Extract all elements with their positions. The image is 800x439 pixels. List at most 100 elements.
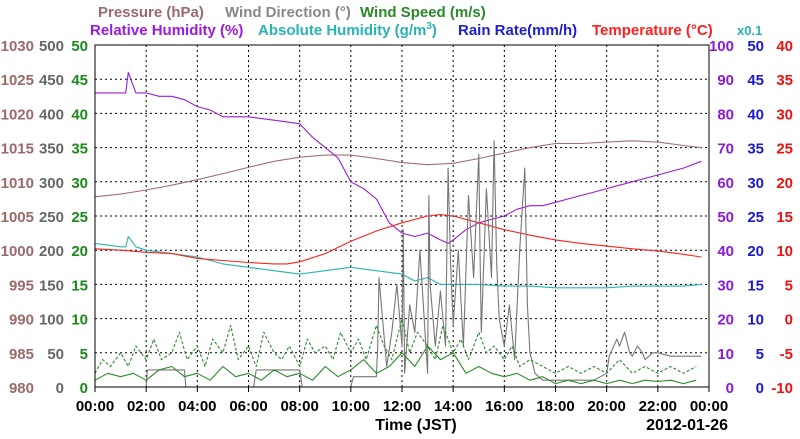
- legend-pressure: Pressure (hPa): [98, 4, 204, 21]
- tick-label-pressure: 1030: [1, 38, 34, 55]
- tick-label-temp: 0: [785, 312, 793, 329]
- tick-label-humidity: 40: [717, 243, 734, 260]
- tick-label-wind-speed: 35: [71, 141, 88, 158]
- x-tick-label: 06:00: [229, 398, 267, 415]
- tick-label-wind-dir: 150: [39, 277, 64, 294]
- x-tick-label: 00:00: [76, 398, 114, 415]
- legend-rain-rate: Rain Rate(mm/h): [458, 22, 577, 39]
- tick-label-humidity: 90: [717, 72, 734, 89]
- tick-label-rain: 10: [747, 312, 764, 329]
- tick-label-humidity: 20: [717, 312, 734, 329]
- series-line-pressure-hpa: [94, 140, 702, 198]
- tick-label-humidity: 100: [709, 38, 734, 55]
- left-axes: 9809859909951000100510101015102010251030…: [1, 38, 88, 397]
- tick-label-wind-dir: 300: [39, 175, 64, 192]
- tick-label-temp: 10: [776, 243, 793, 260]
- tick-label-humidity: 0: [726, 380, 734, 397]
- tick-label-temp: 20: [776, 175, 793, 192]
- legend-temperature: Temperature (°C): [592, 22, 713, 39]
- tick-label-wind-dir: 50: [47, 346, 64, 363]
- x-tick-label: 14:00: [434, 398, 472, 415]
- series-line-relative-humidity: [95, 71, 702, 244]
- tick-label-wind-dir: 100: [39, 312, 64, 329]
- tick-label-pressure: 985: [9, 346, 34, 363]
- series-line-absolute-humidity-g-m3-x0-1: [94, 235, 702, 289]
- tick-label-temp: 40: [776, 38, 793, 55]
- tick-label-pressure: 990: [9, 312, 34, 329]
- plot-frame: [94, 44, 710, 388]
- tick-label-wind-dir: 400: [39, 106, 64, 123]
- x-tick-label: 04:00: [178, 398, 216, 415]
- tick-label-temp: 35: [776, 72, 793, 89]
- tick-label-wind-speed: 30: [71, 175, 88, 192]
- tick-label-pressure: 1005: [1, 209, 34, 226]
- series-line-wind-speed-m-s: [94, 345, 697, 385]
- legend-absolute-humidity: Absolute Humidity (g/m3): [258, 21, 437, 39]
- tick-label-wind-speed: 15: [71, 277, 88, 294]
- tick-label-temp: -10: [771, 380, 793, 397]
- tick-label-wind-dir: 250: [39, 209, 64, 226]
- tick-label-wind-speed: 45: [71, 72, 88, 89]
- tick-label-wind-dir: 350: [39, 141, 64, 158]
- tick-label-wind-speed: 10: [71, 312, 88, 329]
- tick-label-wind-speed: 40: [71, 106, 88, 123]
- legend-wind-speed: Wind Speed (m/s): [360, 4, 486, 21]
- x-tick-label: 18:00: [536, 398, 574, 415]
- tick-label-rain: 40: [747, 106, 764, 123]
- tick-label-temp: 25: [776, 141, 793, 158]
- tick-label-humidity: 60: [717, 175, 734, 192]
- tick-label-wind-speed: 25: [71, 209, 88, 226]
- legend-wind-direction: Wind Direction (°): [225, 4, 351, 21]
- tick-label-wind-speed: 0: [80, 380, 88, 397]
- series-line-wind-direction: [95, 140, 702, 388]
- legend-absolute-humidity-label: Absolute Humidity (g/m: [258, 22, 426, 39]
- tick-label-rain: 25: [747, 209, 764, 226]
- x-tick-label: 00:00: [690, 398, 728, 415]
- tick-label-pressure: 1000: [1, 243, 34, 260]
- x-tick-label: 02:00: [127, 398, 165, 415]
- tick-label-wind-dir: 0: [56, 380, 64, 397]
- tick-label-pressure: 1010: [1, 175, 34, 192]
- tick-label-rain: 15: [747, 277, 764, 294]
- tick-label-temp: 15: [776, 209, 793, 226]
- tick-label-wind-speed: 5: [80, 346, 88, 363]
- series-line-temperature-c: [94, 214, 702, 265]
- tick-label-temp: 30: [776, 106, 793, 123]
- tick-label-humidity: 10: [717, 346, 734, 363]
- tick-label-wind-dir: 450: [39, 72, 64, 89]
- tick-label-temp: 5: [785, 277, 793, 294]
- tick-label-rain: 0: [756, 380, 764, 397]
- legend-relative-humidity: Relative Humidity (%): [90, 22, 243, 39]
- tick-label-humidity: 70: [717, 141, 734, 158]
- tick-label-pressure: 1015: [1, 141, 34, 158]
- tick-label-rain: 20: [747, 243, 764, 260]
- legend-absolute-humidity-sup: 3: [426, 21, 432, 32]
- x-axis: 00:00 02:00 04:00 06:00 08:00 10:00 12:00 14:00…: [76, 387, 728, 415]
- right-axes: 0102030405060708090100051015202530354045…: [709, 38, 793, 397]
- x-tick-label: 16:00: [485, 398, 523, 415]
- tick-label-pressure: 1020: [1, 106, 34, 123]
- tick-label-pressure: 1025: [1, 72, 34, 89]
- tick-label-wind-dir: 500: [39, 38, 64, 55]
- date-label: 2012-01-26: [646, 417, 728, 434]
- tick-label-wind-speed: 20: [71, 243, 88, 260]
- x-tick-label: 10:00: [332, 398, 370, 415]
- tick-label-rain: 45: [747, 72, 764, 89]
- data-series: [94, 71, 702, 388]
- legend-absolute-humidity-end: ): [432, 22, 437, 39]
- series-line-wind-speed-gust-m-s: [94, 318, 697, 374]
- x-tick-label: 22:00: [639, 398, 677, 415]
- x-tick-label: 12:00: [383, 398, 421, 415]
- x-tick-label: 20:00: [587, 398, 625, 415]
- tick-label-wind-dir: 200: [39, 243, 64, 260]
- tick-label-pressure: 995: [9, 277, 34, 294]
- x-axis-label: Time (JST): [375, 417, 457, 434]
- tick-label-humidity: 30: [717, 277, 734, 294]
- x-tick-label: 08:00: [280, 398, 318, 415]
- tick-label-humidity: 80: [717, 106, 734, 123]
- tick-label-rain: 5: [756, 346, 764, 363]
- tick-label-humidity: 50: [717, 209, 734, 226]
- tick-label-rain: 35: [747, 141, 764, 158]
- tick-label-pressure: 980: [9, 380, 34, 397]
